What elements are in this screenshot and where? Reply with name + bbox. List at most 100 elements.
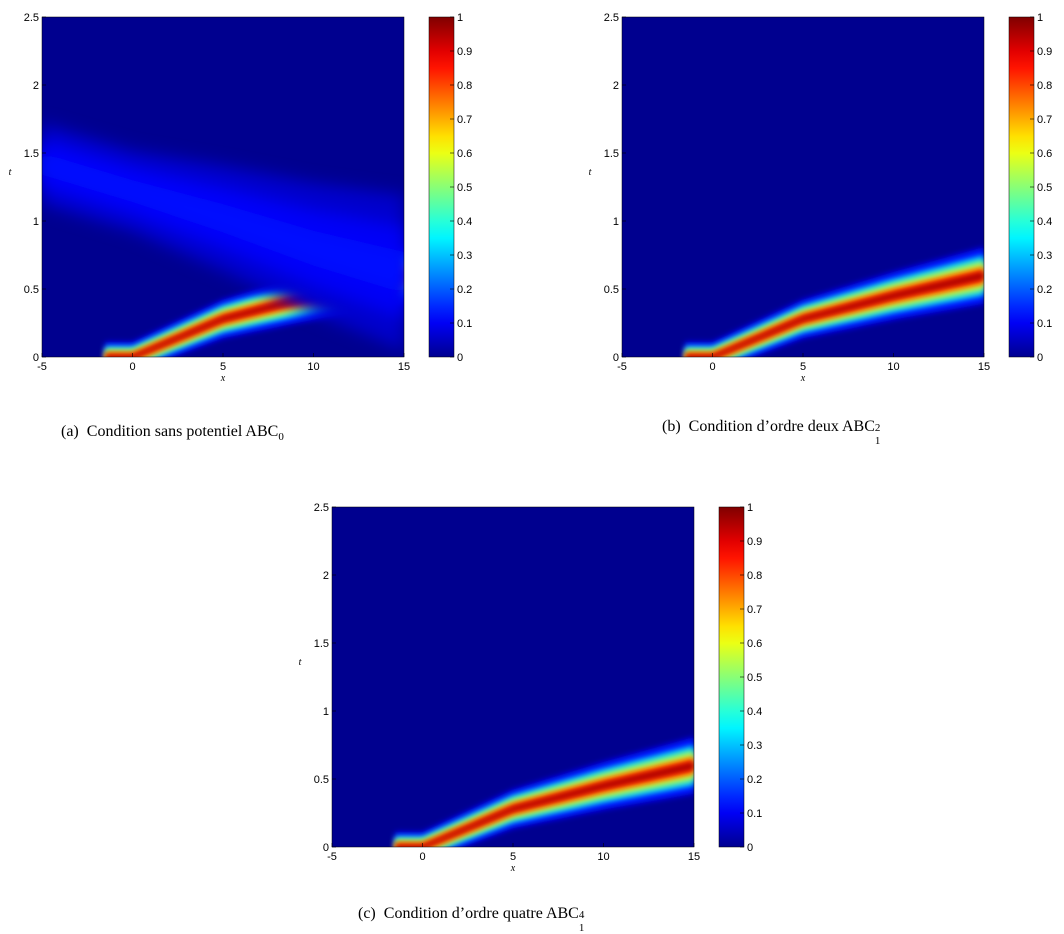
colorbar [428, 16, 455, 358]
colorbar-tick-label: 0.9 [747, 536, 762, 548]
y-tick-label: 0 [323, 842, 329, 854]
colorbar-tick-label: 0.3 [457, 250, 472, 262]
chart-panel-c: -5 0 5 10 15 0 0.5 1 1.5 2 2.5 x t 0 0.1 0.2 0.3 0.4 0.5 0.… [290, 490, 770, 874]
caption-c-prefix: (c) [358, 905, 376, 922]
colorbar-tick-label: 0.7 [747, 604, 762, 616]
heatmap-svg-a: -5 0 5 10 1500.511.522.5xt00.10.20.30.40.50.… [9, 12, 473, 384]
x-tick-label: 15 [688, 851, 700, 863]
colorbar-tick-label: 0.8 [1037, 80, 1052, 92]
y-tick-label: 2.5 [604, 12, 619, 24]
heatmap-field [42, 123, 404, 357]
y-tick-label: 2.5 [314, 502, 329, 514]
colorbar-tick-label: 0.9 [1037, 46, 1052, 58]
colorbar-tick-label: 0.8 [457, 80, 472, 92]
x-tick-label: 10 [307, 361, 319, 373]
caption-a-text: Condition sans potentiel ABC [86, 423, 279, 440]
colorbar-tick-label: 1 [1037, 12, 1043, 24]
y-tick-label: 1 [613, 216, 619, 228]
colorbar-tick-label: 0 [747, 842, 753, 854]
colorbar-tick-label: 0.9 [457, 46, 472, 58]
y-tick-label: 1 [323, 706, 329, 718]
y-tick-label: 0 [613, 352, 619, 364]
chart-panel-b: -5 0 5 10 15 0 0.5 1 1.5 2 2.5 x t 0 0.1 0.2 0.3 0.4 0.5 0.… [580, 0, 1060, 384]
x-tick-label: 10 [597, 851, 609, 863]
y-tick-label: 2 [613, 80, 619, 92]
colorbar-tick-label: 0 [1037, 352, 1043, 364]
y-tick-label: 0.5 [24, 284, 39, 296]
x-tick-label: 0 [129, 361, 135, 373]
x-axis-label: x [800, 373, 806, 384]
colorbar-tick-label: 1 [747, 502, 753, 514]
caption-c-text: Condition d’ordre quatre ABC [383, 905, 579, 922]
x-axis-label: x [510, 863, 516, 874]
colorbar-tick-label: 0.3 [747, 740, 762, 752]
x-tick-label: 5 [510, 851, 516, 863]
caption-c-sup: 4 [578, 909, 585, 921]
y-tick-label: 2 [323, 570, 329, 582]
caption-b: (b) Condition d’ordre deux ABC 2 1 [662, 418, 884, 447]
x-tick-label: 15 [398, 361, 410, 373]
y-tick-label: 2 [33, 80, 39, 92]
heatmap-svg-c: -5 0 5 10 1500.511.522.5xt00.10.20.30.40.50.… [299, 502, 763, 874]
colorbar-tick-label: 1 [457, 12, 463, 24]
wave-band [395, 762, 694, 847]
colorbar-tick-label: 0.6 [457, 148, 472, 160]
y-tick-label: 0 [33, 352, 39, 364]
colorbar [718, 506, 745, 848]
colorbar-tick-label: 0.2 [457, 284, 472, 296]
colorbar-tick-label: 0.7 [1037, 114, 1052, 126]
colorbar [1008, 16, 1035, 358]
colorbar-tick-label: 0.4 [1037, 216, 1052, 228]
caption-a-sub: 0 [278, 431, 284, 444]
caption-b-text: Condition d’ordre deux ABC [688, 418, 875, 435]
colorbar-tick-label: 0.2 [747, 774, 762, 786]
y-tick-label: 1.5 [24, 148, 39, 160]
x-tick-label: -5 [327, 851, 337, 863]
x-tick-label: -5 [617, 361, 627, 373]
caption-b-prefix: (b) [662, 418, 681, 435]
chart-panel-a: -5 0 5 10 15 0 0.5 1 1.5 2 2.5 x t 0 0.1 0.2 0.3 0.4 0.5 0.… [0, 0, 480, 384]
colorbar-tick-label: 0.1 [1037, 318, 1052, 330]
x-tick-label: -5 [37, 361, 47, 373]
y-axis-label: t [299, 657, 302, 668]
colorbar-tick-label: 0.2 [1037, 284, 1052, 296]
colorbar-tick-label: 0.8 [747, 570, 762, 582]
x-tick-label: 10 [887, 361, 899, 373]
y-tick-label: 0.5 [314, 774, 329, 786]
x-tick-label: 0 [709, 361, 715, 373]
colorbar-tick-label: 0.6 [1037, 148, 1052, 160]
caption-c-sub: 1 [578, 922, 585, 934]
heatmap-field [395, 737, 694, 847]
caption-a-prefix: (a) [61, 423, 79, 440]
x-tick-label: 5 [220, 361, 226, 373]
x-tick-label: 0 [419, 851, 425, 863]
x-axis-label: x [220, 373, 226, 384]
wave-band [685, 272, 984, 357]
colorbar-tick-label: 0.4 [457, 216, 472, 228]
colorbar-tick-label: 0 [457, 352, 463, 364]
colorbar-tick-label: 0.7 [457, 114, 472, 126]
colorbar-tick-label: 0.4 [747, 706, 762, 718]
colorbar-tick-label: 0.5 [747, 672, 762, 684]
caption-c: (c) Condition d’ordre quatre ABC 4 1 [358, 905, 588, 934]
y-tick-label: 2.5 [24, 12, 39, 24]
colorbar-tick-label: 0.1 [457, 318, 472, 330]
colorbar-tick-label: 0.6 [747, 638, 762, 650]
y-axis-label: t [9, 167, 12, 178]
y-tick-label: 0.5 [604, 284, 619, 296]
heatmap-field [685, 247, 984, 357]
y-axis-label: t [589, 167, 592, 178]
caption-a: (a) Condition sans potentiel ABC0 [61, 423, 284, 443]
x-tick-label: 5 [800, 361, 806, 373]
colorbar-tick-label: 0.5 [457, 182, 472, 194]
y-tick-label: 1.5 [314, 638, 329, 650]
y-tick-label: 1 [33, 216, 39, 228]
x-tick-label: 15 [978, 361, 990, 373]
caption-b-sub: 1 [874, 435, 881, 447]
heatmap-svg-b: -5 0 5 10 1500.511.522.5xt00.10.20.30.40.50.… [589, 12, 1053, 384]
y-tick-label: 1.5 [604, 148, 619, 160]
reflected-wave-band [42, 153, 404, 294]
caption-b-sup: 2 [874, 422, 881, 434]
colorbar-tick-label: 0.5 [1037, 182, 1052, 194]
colorbar-tick-label: 0.3 [1037, 250, 1052, 262]
